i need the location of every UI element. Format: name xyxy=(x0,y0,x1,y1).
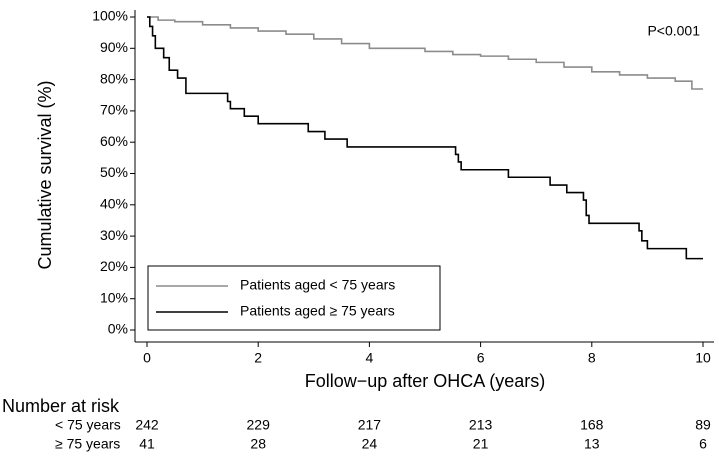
survival-curve xyxy=(147,16,703,260)
y-tick-label: 50% xyxy=(100,164,128,180)
x-tick-label: 8 xyxy=(588,350,596,366)
legend-box xyxy=(147,265,441,331)
y-tick-label: 0% xyxy=(108,321,128,337)
legend-label: Patients aged < 75 years xyxy=(240,277,395,293)
y-tick-label: 10% xyxy=(100,289,128,305)
risk-count: 217 xyxy=(358,417,382,433)
y-tick-label: 40% xyxy=(100,196,128,212)
x-axis-label: Follow−up after OHCA (years) xyxy=(305,371,546,391)
y-tick-label: 90% xyxy=(100,39,128,55)
risk-row-label: ≥ 75 years xyxy=(55,436,120,452)
x-tick-label: 0 xyxy=(143,350,151,366)
y-tick-label: 30% xyxy=(100,227,128,243)
y-tick-label: 20% xyxy=(100,258,128,274)
risk-count: 229 xyxy=(247,417,271,433)
x-tick-label: 4 xyxy=(366,350,374,366)
x-tick-label: 6 xyxy=(477,350,485,366)
y-tick-label: 100% xyxy=(92,8,128,24)
risk-count: 89 xyxy=(695,417,711,433)
y-tick-label: 60% xyxy=(100,133,128,149)
x-tick-label: 2 xyxy=(254,350,262,366)
risk-table-title: Number at risk xyxy=(2,396,120,416)
survival-curve xyxy=(147,16,703,90)
risk-row-label: < 75 years xyxy=(55,417,121,433)
x-tick-label: 10 xyxy=(695,350,711,366)
p-value: P<0.001 xyxy=(647,23,700,39)
risk-count: 41 xyxy=(139,436,155,452)
y-tick-label: 70% xyxy=(100,102,128,118)
risk-count: 21 xyxy=(473,436,489,452)
risk-count: 24 xyxy=(362,436,378,452)
risk-count: 28 xyxy=(250,436,266,452)
y-tick-label: 80% xyxy=(100,70,128,86)
risk-count: 213 xyxy=(469,417,493,433)
risk-count: 6 xyxy=(699,436,707,452)
y-axis-label: Cumulative survival (%) xyxy=(35,80,55,269)
legend-label: Patients aged ≥ 75 years xyxy=(240,303,395,319)
risk-count: 13 xyxy=(584,436,600,452)
risk-count: 242 xyxy=(135,417,159,433)
risk-count: 168 xyxy=(580,417,604,433)
